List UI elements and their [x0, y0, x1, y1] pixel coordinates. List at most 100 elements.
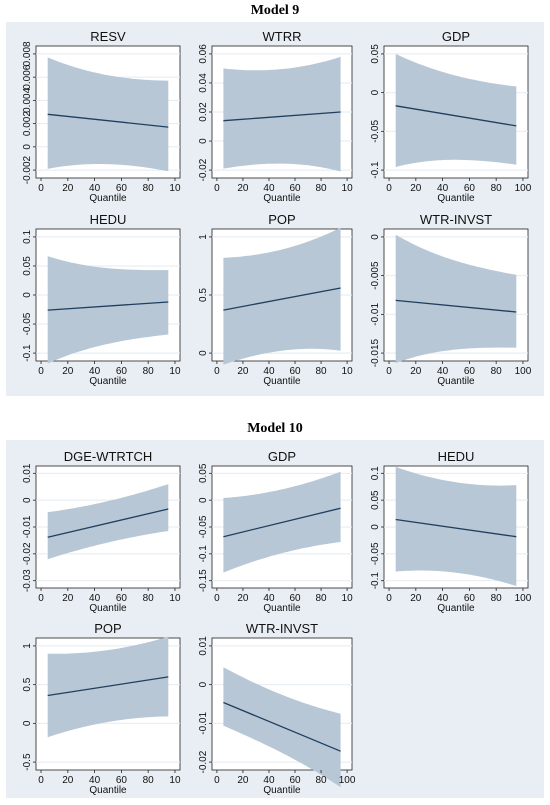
confidence-band: [47, 57, 169, 172]
x-tick-label: 10: [169, 366, 181, 377]
x-tick-label: 0: [386, 593, 392, 604]
y-tick-label: 0.002: [22, 111, 33, 136]
chart-gdp-m10: GDP 0 20 40 60 80 10 Quantile -0.15 -0.1 -0.05 0 0.0…: [198, 449, 353, 614]
x-tick-label: 20: [237, 593, 249, 604]
y-tick-label: 0: [22, 292, 33, 298]
estimate-line: [395, 299, 517, 313]
x-tick-label: 100: [515, 183, 532, 194]
y-tick-label: 0: [198, 681, 209, 687]
x-tick-label: 60: [116, 593, 128, 604]
x-tick-label: 40: [437, 183, 449, 194]
y-tick-label: -0.02: [22, 542, 33, 565]
y-tick-label: -0.02: [198, 158, 209, 181]
x-tick-label: 10: [342, 183, 354, 194]
x-axis-label: Quantile: [263, 376, 301, 387]
estimate-line: [395, 518, 517, 538]
estimate-line: [47, 301, 169, 311]
x-tick-label: 100: [515, 593, 532, 604]
estimate-line: [395, 105, 517, 127]
x-tick-label: 0: [38, 183, 44, 194]
confidence-band: [395, 466, 517, 586]
chart-hedu-m9: HEDU 0 20 40 60 80 10 Quantile -0.1 -0.05 0 0.05 0.1: [22, 212, 181, 387]
x-tick-label: 20: [410, 183, 422, 194]
chart-title: GDP: [268, 449, 296, 464]
x-tick-label: 60: [116, 775, 128, 786]
y-tick-label: -0.1: [198, 545, 209, 563]
x-tick-label: 80: [143, 183, 155, 194]
y-tick-label: -0.5: [22, 753, 33, 771]
x-tick-label: 10: [342, 593, 354, 604]
x-tick-label: 40: [437, 593, 449, 604]
x-tick-label: 0: [214, 183, 220, 194]
confidence-band: [395, 53, 517, 167]
x-tick-label: 60: [464, 366, 476, 377]
estimate-line: [47, 113, 169, 128]
model-9-title: Model 9: [250, 3, 300, 18]
chart-resv-m9: RESV 0 20 40 60 80 10 Quantile -0.002 0 0.0020.004…: [22, 29, 181, 204]
y-tick-label: -0.05: [370, 542, 381, 565]
chart-title: POP: [268, 212, 295, 227]
x-tick-label: 60: [464, 183, 476, 194]
x-tick-label: 20: [237, 183, 249, 194]
chart-hedu-m10: HEDU 0 20 40 60 80 100 Quantile -0.1 -0.05 0 0.05 0.…: [370, 449, 532, 614]
x-tick-label: 100: [515, 366, 532, 377]
estimate-line: [223, 507, 341, 538]
y-tick-label: 0: [22, 720, 33, 726]
y-tick-label: 0: [370, 234, 381, 240]
y-tick-label: 0: [198, 138, 209, 144]
y-tick-label: -0.005: [370, 261, 381, 290]
y-tick-label: -0.05: [370, 120, 381, 143]
x-tick-label: 40: [89, 183, 101, 194]
y-tick-label: 0: [22, 144, 33, 150]
chart-title: POP: [94, 621, 121, 636]
y-tick-label: 0.008: [22, 41, 33, 66]
chart-gdp-m9: GDP 0 20 40 60 80 100 Quantile -0.1 -0.05 0 0.05: [370, 29, 532, 204]
x-tick-label: 60: [116, 366, 128, 377]
x-axis-label: Quantile: [263, 785, 301, 796]
x-tick-label: 80: [143, 593, 155, 604]
x-tick-label: 80: [491, 366, 503, 377]
x-tick-label: 80: [315, 775, 327, 786]
y-tick-label: -0.05: [22, 312, 33, 335]
x-axis-label: Quantile: [89, 603, 127, 614]
x-tick-label: 20: [62, 366, 74, 377]
confidence-band: [223, 227, 341, 365]
y-tick-label: 0.05: [370, 490, 381, 510]
y-tick-label: -0.002: [22, 155, 33, 184]
y-tick-label: -0.01: [198, 712, 209, 735]
y-tick-label: 0.1: [370, 466, 381, 480]
x-tick-label: 80: [315, 593, 327, 604]
y-tick-label: 0: [198, 497, 209, 503]
confidence-band: [223, 56, 341, 172]
x-tick-label: 40: [437, 366, 449, 377]
y-tick-label: -0.1: [22, 344, 33, 362]
y-tick-label: 1: [22, 643, 33, 649]
chart-title: HEDU: [90, 212, 127, 227]
y-tick-label: -0.15: [198, 569, 209, 592]
estimate-line: [47, 508, 169, 538]
x-tick-label: 100: [339, 775, 356, 786]
chart-wtr-invst-m9: WTR-INVST 0 20 40 60 80 100 Quantile -0.015 -0.01…: [370, 212, 532, 387]
x-tick-label: 10: [169, 593, 181, 604]
x-tick-label: 40: [89, 366, 101, 377]
chart-pop-m9: POP 0 20 40 60 80 10 Quantile 0 0.5 1: [198, 212, 353, 387]
x-tick-label: 40: [263, 593, 275, 604]
x-tick-label: 10: [169, 775, 181, 786]
y-tick-label: 0.05: [22, 256, 33, 276]
x-axis-label: Quantile: [263, 193, 301, 204]
y-tick-label: 0.5: [22, 677, 33, 691]
x-axis-label: Quantile: [89, 193, 127, 204]
x-tick-label: 60: [289, 366, 301, 377]
x-tick-label: 60: [289, 775, 301, 786]
x-tick-label: 80: [491, 183, 503, 194]
x-tick-label: 40: [89, 593, 101, 604]
chart-pop-m10: POP 0 20 40 60 80 10 Quantile -0.5 0 0.5 1: [22, 621, 181, 796]
x-tick-label: 20: [62, 183, 74, 194]
x-tick-label: 40: [263, 183, 275, 194]
x-axis-label: Quantile: [437, 193, 475, 204]
chart-title: WTR-INVST: [420, 212, 492, 227]
y-tick-label: -0.01: [22, 515, 33, 538]
x-tick-label: 20: [410, 366, 422, 377]
chart-title: HEDU: [438, 449, 475, 464]
